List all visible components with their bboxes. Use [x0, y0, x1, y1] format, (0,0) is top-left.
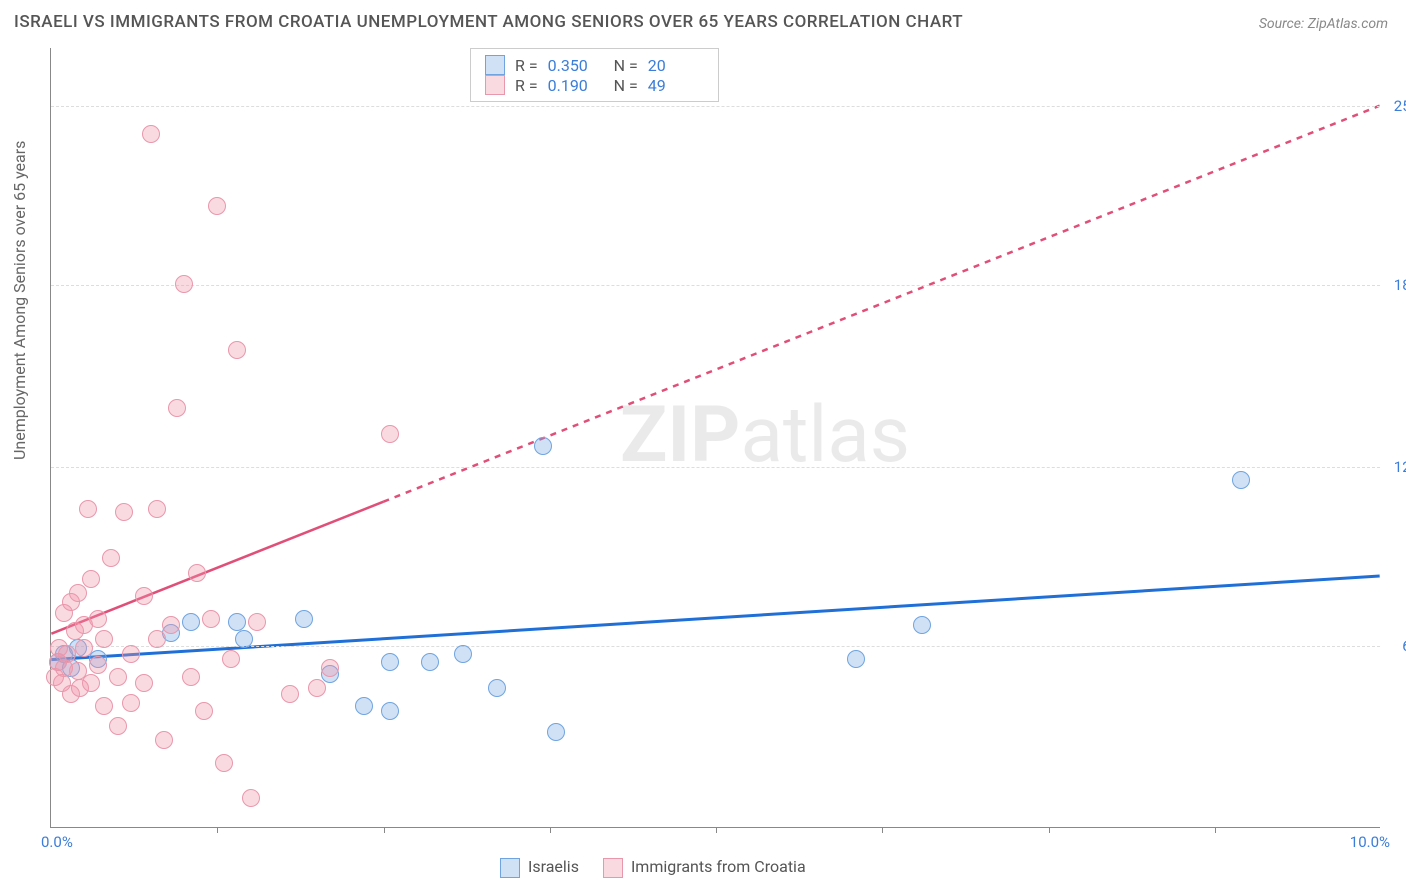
stats-legend: R = 0.350 N = 20 R = 0.190 N = 49 — [470, 48, 719, 102]
legend-swatch — [485, 75, 505, 95]
data-point — [135, 674, 153, 692]
data-point — [488, 679, 506, 697]
legend-item: Immigrants from Croatia — [603, 857, 806, 878]
data-point — [182, 668, 200, 686]
legend-swatch — [485, 55, 505, 75]
legend-r-key: R = — [515, 76, 538, 95]
x-tick — [550, 827, 551, 833]
source-attribution: Source: ZipAtlas.com — [1259, 16, 1388, 32]
data-point — [82, 674, 100, 692]
data-point — [547, 723, 565, 741]
data-point — [454, 645, 472, 663]
data-point — [109, 717, 127, 735]
legend-stat-row: R = 0.190 N = 49 — [485, 75, 704, 95]
data-point — [1232, 471, 1250, 489]
data-point — [215, 754, 233, 772]
data-point — [295, 610, 313, 628]
data-point — [95, 697, 113, 715]
data-point — [115, 503, 133, 521]
legend-label: Immigrants from Croatia — [631, 857, 806, 876]
data-point — [308, 679, 326, 697]
data-point — [321, 659, 339, 677]
data-point — [58, 645, 76, 663]
legend-n-value: 20 — [648, 56, 704, 75]
y-tick-label: 6.3% — [1402, 637, 1406, 655]
data-point — [202, 610, 220, 628]
data-point — [122, 694, 140, 712]
data-point — [195, 702, 213, 720]
data-point — [155, 731, 173, 749]
data-point — [122, 645, 140, 663]
legend-n-key: N = — [614, 76, 638, 95]
data-point — [913, 616, 931, 634]
data-point — [381, 653, 399, 671]
data-point — [142, 125, 160, 143]
legend-n-value: 49 — [648, 76, 704, 95]
data-point — [381, 425, 399, 443]
data-point — [248, 613, 266, 631]
grid-line — [51, 285, 1380, 286]
grid-line — [51, 106, 1380, 107]
legend-r-value: 0.190 — [548, 76, 604, 95]
data-point — [82, 570, 100, 588]
y-tick-label: 12.5% — [1394, 458, 1406, 476]
data-point — [228, 613, 246, 631]
y-tick-label: 25.0% — [1394, 97, 1406, 115]
trend-lines — [51, 48, 1380, 827]
data-point — [102, 549, 120, 567]
data-point — [281, 685, 299, 703]
legend-r-key: R = — [515, 56, 538, 75]
data-point — [228, 341, 246, 359]
x-max-label: 10.0% — [1350, 833, 1390, 851]
y-axis-label: Unemployment Among Seniors over 65 years — [10, 141, 29, 460]
grid-line — [51, 646, 1380, 647]
legend-item: Israelis — [500, 857, 579, 878]
x-tick — [716, 827, 717, 833]
legend-r-value: 0.350 — [548, 56, 604, 75]
chart-title: ISRAELI VS IMMIGRANTS FROM CROATIA UNEMP… — [14, 12, 963, 32]
data-point — [242, 789, 260, 807]
data-point — [222, 650, 240, 668]
data-point — [847, 650, 865, 668]
data-point — [168, 399, 186, 417]
grid-line — [51, 467, 1380, 468]
x-tick — [384, 827, 385, 833]
x-tick — [217, 827, 218, 833]
legend-swatch — [500, 858, 520, 878]
data-point — [182, 613, 200, 631]
legend-n-key: N = — [614, 56, 638, 75]
data-point — [188, 564, 206, 582]
data-point — [109, 668, 127, 686]
series-legend: Israelis Immigrants from Croatia — [500, 857, 806, 878]
x-tick — [1215, 827, 1216, 833]
data-point — [148, 500, 166, 518]
data-point — [235, 630, 253, 648]
data-point — [421, 653, 439, 671]
data-point — [381, 702, 399, 720]
data-point — [135, 587, 153, 605]
data-point — [148, 630, 166, 648]
data-point — [89, 656, 107, 674]
chart-plot-area: 6.3%12.5%18.8%25.0%0.0%10.0% — [50, 48, 1380, 828]
data-point — [175, 275, 193, 293]
legend-stat-row: R = 0.350 N = 20 — [485, 55, 704, 75]
y-tick-label: 18.8% — [1394, 276, 1406, 294]
data-point — [208, 197, 226, 215]
data-point — [355, 697, 373, 715]
data-point — [79, 500, 97, 518]
data-point — [162, 616, 180, 634]
data-point — [75, 639, 93, 657]
x-min-label: 0.0% — [41, 833, 73, 851]
data-point — [95, 630, 113, 648]
data-point — [534, 437, 552, 455]
legend-label: Israelis — [528, 857, 579, 876]
x-tick — [1049, 827, 1050, 833]
x-tick — [882, 827, 883, 833]
data-point — [69, 584, 87, 602]
data-point — [89, 610, 107, 628]
legend-swatch — [603, 858, 623, 878]
